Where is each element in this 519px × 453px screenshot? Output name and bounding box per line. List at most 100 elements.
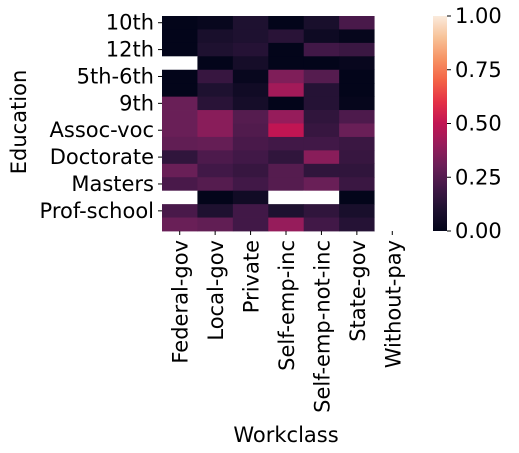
heatmap-cell	[268, 56, 305, 71]
heatmap-cell	[268, 29, 305, 44]
heatmap-cell	[268, 190, 305, 205]
heatmap-cell	[162, 69, 198, 84]
heatmap-cell	[162, 56, 198, 71]
heatmap-cell	[339, 16, 375, 30]
heatmap-cell	[339, 217, 375, 232]
heatmap-cell	[374, 83, 411, 98]
heatmap-cell	[232, 29, 269, 44]
heatmap-cell	[339, 69, 375, 84]
heatmap-cell	[374, 150, 411, 165]
heatmap-cell	[162, 123, 198, 138]
heatmap-cell	[303, 83, 340, 98]
heatmap-cell	[303, 136, 340, 151]
y-tick-label: Prof-school	[40, 199, 154, 223]
heatmap-cell	[303, 123, 340, 138]
y-tick-label: Doctorate	[50, 145, 154, 169]
colorbar-ticks: 0.00 0.25 0.50 0.75 1.00	[447, 4, 502, 243]
heatmap-cell	[303, 217, 340, 232]
heatmap-cell	[339, 204, 375, 218]
heatmap-cell	[197, 83, 234, 98]
heatmap-cell	[339, 177, 375, 192]
heatmap-cell	[374, 190, 411, 205]
heatmap-cell	[374, 217, 411, 232]
heatmap-cell	[232, 42, 269, 57]
heatmap-cell	[162, 217, 198, 232]
heatmap-cell	[197, 217, 234, 232]
heatmap-cell	[232, 83, 269, 98]
heatmap-cell	[339, 96, 375, 111]
heatmap-cell	[268, 69, 305, 84]
y-tick-label: Assoc-voc	[50, 118, 154, 142]
heatmap-cell	[303, 29, 340, 44]
x-tick-label: Federal-gov	[169, 240, 193, 364]
y-tick-label: 9th	[119, 91, 154, 115]
heatmap-cell	[232, 190, 269, 205]
heatmap-cell	[197, 123, 234, 138]
heatmap-cell	[268, 96, 305, 111]
y-tick-label: 10th	[106, 11, 154, 35]
heatmap-cell	[162, 16, 198, 30]
heatmap-cell	[303, 150, 340, 165]
heatmap-cell	[232, 123, 269, 138]
heatmap-cell	[268, 217, 305, 232]
x-tick-label: State-gov	[346, 240, 370, 342]
heatmap-cell	[232, 177, 269, 192]
heatmap-cell	[303, 204, 340, 218]
colorbar	[433, 16, 447, 231]
heatmap-cells	[162, 16, 411, 232]
heatmap-cell	[197, 190, 234, 205]
heatmap-cell	[162, 163, 198, 178]
heatmap-cell	[162, 150, 198, 165]
heatmap-cell	[232, 96, 269, 111]
heatmap-cell	[374, 204, 411, 218]
x-axis-ticks: Federal-gov Local-gov Private Self-emp-inc S…	[169, 231, 405, 413]
heatmap-cell	[197, 177, 234, 192]
heatmap-cell	[197, 42, 234, 57]
heatmap-cell	[232, 56, 269, 71]
heatmap-cell	[303, 42, 340, 57]
heatmap-cell	[232, 217, 269, 232]
heatmap-cell	[162, 190, 198, 205]
x-tick-label: Self-emp-inc	[275, 240, 299, 371]
heatmap-cell	[268, 83, 305, 98]
heatmap-cell	[268, 204, 305, 218]
colorbar-tick-label: 1.00	[455, 4, 502, 28]
heatmap-cell	[374, 110, 411, 124]
heatmap-cell	[232, 150, 269, 165]
y-tick-label: 12th	[106, 38, 154, 62]
heatmap-cell	[162, 136, 198, 151]
x-tick-label: Local-gov	[204, 240, 228, 341]
heatmap-cell	[303, 190, 340, 205]
heatmap-cell	[232, 163, 269, 178]
heatmap-cell	[374, 96, 411, 111]
heatmap-cell	[162, 83, 198, 98]
heatmap-cell	[197, 16, 234, 30]
heatmap-cell	[268, 42, 305, 57]
heatmap-cell	[197, 110, 234, 124]
heatmap-cell	[197, 56, 234, 71]
x-axis-title: Workclass	[233, 423, 338, 447]
heatmap-cell	[303, 69, 340, 84]
y-axis-title: Education	[7, 70, 31, 175]
heatmap-cell	[268, 177, 305, 192]
heatmap-cell	[374, 69, 411, 84]
heatmap-cell	[268, 110, 305, 124]
x-tick-label: Self-emp-not-inc	[310, 240, 334, 413]
heatmap-cell	[197, 29, 234, 44]
heatmap-cell	[303, 177, 340, 192]
heatmap-cell	[197, 69, 234, 84]
heatmap-cell	[374, 123, 411, 138]
heatmap-cell	[339, 123, 375, 138]
y-tick-label: 5th-6th	[77, 64, 154, 88]
heatmap-cell	[303, 56, 340, 71]
heatmap-cell	[232, 136, 269, 151]
x-tick-label: Private	[240, 240, 264, 313]
heatmap-cell	[162, 177, 198, 192]
heatmap-cell	[374, 177, 411, 192]
heatmap-cell	[339, 110, 375, 124]
heatmap-cell	[374, 136, 411, 151]
colorbar-tick-label: 0.00	[455, 219, 502, 243]
heatmap-cell	[339, 163, 375, 178]
colorbar-tick-label: 0.75	[455, 58, 502, 82]
